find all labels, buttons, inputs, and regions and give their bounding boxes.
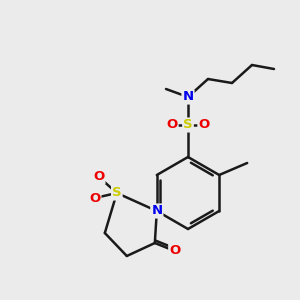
Text: O: O (198, 118, 210, 131)
Text: S: S (183, 118, 193, 131)
Text: O: O (93, 170, 104, 184)
Text: O: O (167, 118, 178, 131)
Text: O: O (169, 244, 180, 257)
Text: S: S (112, 187, 122, 200)
Text: O: O (89, 191, 100, 205)
Text: N: N (182, 91, 194, 103)
Text: N: N (151, 205, 162, 218)
